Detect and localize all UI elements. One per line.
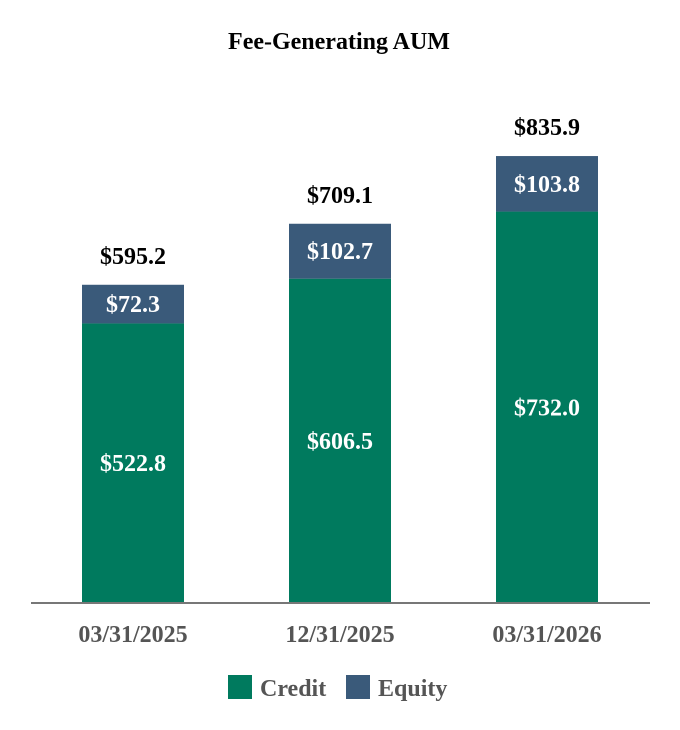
legend-label-credit: Credit: [260, 676, 326, 702]
total-label-3: $835.9: [514, 115, 580, 141]
bar-equity-1: [82, 284, 184, 324]
bar-credit-1: [82, 323, 184, 603]
legend-swatch-credit: [228, 675, 252, 699]
data-label-credit-3: $732.0: [514, 395, 580, 421]
total-label-1: $595.2: [100, 244, 166, 270]
bar-equity-3: [496, 156, 598, 212]
data-label-equity-1: $72.3: [106, 292, 160, 318]
x-tick-labels: 03/31/2025 12/31/2025 03/31/2026: [78, 622, 601, 648]
data-label-equity-2: $102.7: [307, 239, 373, 265]
legend-label-equity: Equity: [378, 676, 447, 702]
x-tick-label-1: 03/31/2025: [78, 622, 187, 648]
data-label-credit-1: $522.8: [100, 451, 166, 477]
x-tick-label-2: 12/31/2025: [285, 622, 394, 648]
data-label-credit-2: $606.5: [307, 429, 373, 455]
bar-equity-2: [289, 223, 391, 279]
data-label-equity-3: $103.8: [514, 172, 580, 198]
legend-swatch-equity: [346, 675, 370, 699]
x-tick-label-3: 03/31/2026: [492, 622, 601, 648]
bar-credit-2: [289, 278, 391, 603]
chart-title: Fee-Generating AUM: [228, 29, 450, 55]
total-label-2: $709.1: [307, 183, 373, 209]
legend: Credit Equity: [228, 675, 447, 702]
bars-group: $522.8 $72.3 $595.2 $606.5 $102.7 $709.1 $732.…: [82, 115, 598, 603]
bar-credit-3: [496, 211, 598, 603]
